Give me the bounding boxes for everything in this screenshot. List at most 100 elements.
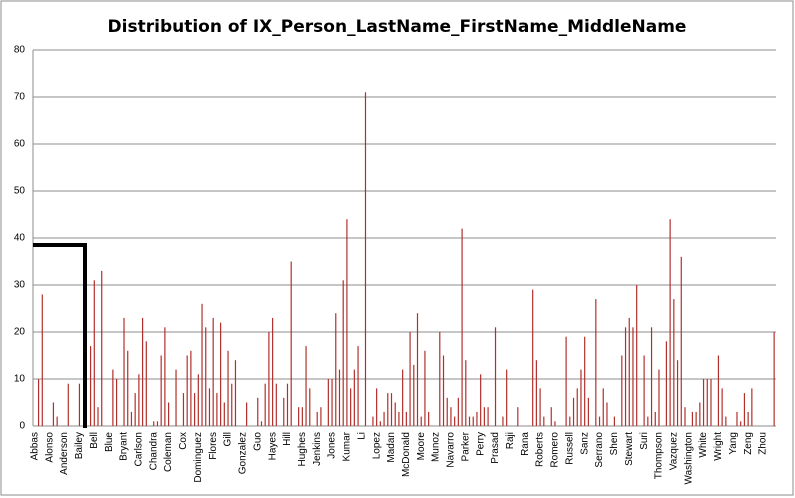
bar: [658, 369, 660, 426]
bar: [338, 369, 341, 426]
x-tick-label: Sanz: [579, 432, 590, 455]
bar: [390, 393, 393, 426]
bar: [539, 388, 541, 426]
bar: [186, 355, 188, 426]
bar: [220, 322, 222, 426]
bar: [331, 379, 333, 426]
bar: [554, 421, 556, 426]
x-tick-label: Parker: [460, 431, 471, 461]
bar: [680, 256, 682, 426]
bar: [747, 411, 749, 426]
bar: [227, 350, 229, 426]
x-tick-label: Madan: [386, 432, 397, 463]
bar: [52, 402, 55, 426]
bar: [743, 393, 746, 426]
x-tick-label: Raji: [505, 432, 516, 449]
bar: [112, 369, 114, 426]
x-tick-label: Abbas: [29, 432, 40, 460]
bar: [751, 388, 753, 426]
bar: [532, 289, 534, 426]
bar: [205, 327, 207, 426]
x-tick-label: Cox: [178, 432, 189, 450]
bar: [376, 388, 378, 426]
bar: [773, 332, 775, 426]
bar: [197, 374, 199, 426]
bar: [647, 416, 649, 426]
bar: [702, 379, 705, 426]
bar: [602, 388, 604, 426]
x-tick-label: Rana: [520, 432, 531, 456]
x-tick-label: Kumar: [342, 431, 353, 461]
bar: [398, 411, 400, 426]
bar: [89, 346, 92, 426]
x-tick-label: Yang: [728, 432, 739, 455]
bar: [394, 402, 396, 426]
bar: [506, 369, 508, 426]
x-tick-label: Gonzalez: [238, 432, 249, 474]
bar: [264, 383, 266, 426]
bar: [405, 411, 407, 426]
bar: [673, 299, 675, 426]
plot-area: 0 10 20 30 40 50 60 70 80 Abbas Alonso Anderson Bail…: [14, 45, 776, 484]
x-tick-label: Zeng: [743, 432, 754, 455]
bar: [37, 379, 40, 426]
bar: [357, 346, 359, 426]
bar: [446, 397, 448, 426]
x-tick-label: McDonald: [401, 432, 412, 477]
x-tick-label: Hughes: [297, 432, 308, 466]
x-tick-label: Bailey: [74, 432, 85, 459]
bar: [695, 411, 697, 426]
bar: [216, 393, 218, 426]
bar: [550, 407, 552, 426]
bar: [468, 416, 471, 426]
bar: [569, 416, 571, 426]
bar: [535, 360, 537, 426]
bar: [93, 280, 95, 426]
bar: [413, 364, 415, 426]
x-tick-label: Alonso: [44, 432, 55, 463]
bar: [465, 360, 467, 426]
x-tick-label: Munoz: [431, 432, 442, 462]
bar: [643, 355, 645, 426]
bar: [636, 285, 638, 426]
bar: [717, 355, 720, 426]
bar: [372, 416, 374, 426]
x-tick-label: Thompson: [654, 432, 665, 479]
bar: [494, 327, 497, 426]
x-tick-label: Romero: [550, 432, 561, 468]
bar: [595, 299, 597, 426]
bar: [387, 393, 389, 426]
bar: [127, 350, 129, 426]
x-tick-label: Bryant: [119, 432, 130, 461]
x-tick-label: Chandra: [148, 432, 159, 471]
bar: [383, 411, 385, 426]
bar: [472, 416, 474, 426]
bar: [454, 416, 456, 426]
bar: [275, 383, 277, 426]
x-tick-label: Stewart: [624, 432, 635, 466]
x-tick-label: Guo: [252, 432, 263, 451]
bar: [156, 421, 159, 426]
bar: [134, 393, 136, 426]
y-tick-label: 30: [14, 280, 26, 291]
bar: [543, 416, 545, 426]
x-tick-label: Hayes: [267, 432, 278, 460]
bar: [439, 332, 441, 426]
bar: [606, 402, 608, 426]
bar: [164, 327, 166, 426]
y-tick-label: 40: [14, 233, 26, 244]
bar: [420, 416, 422, 426]
bar: [145, 341, 147, 426]
bar: [665, 341, 668, 426]
bar: [409, 332, 411, 426]
x-tick-label: White: [698, 432, 709, 458]
x-tick-label: Moore: [416, 432, 427, 461]
y-tick-label: 20: [14, 327, 26, 338]
x-tick-label: Anderson: [59, 432, 70, 475]
bar: [598, 416, 601, 426]
bar: [706, 379, 708, 426]
bar: [190, 350, 192, 426]
bar: [699, 402, 701, 426]
